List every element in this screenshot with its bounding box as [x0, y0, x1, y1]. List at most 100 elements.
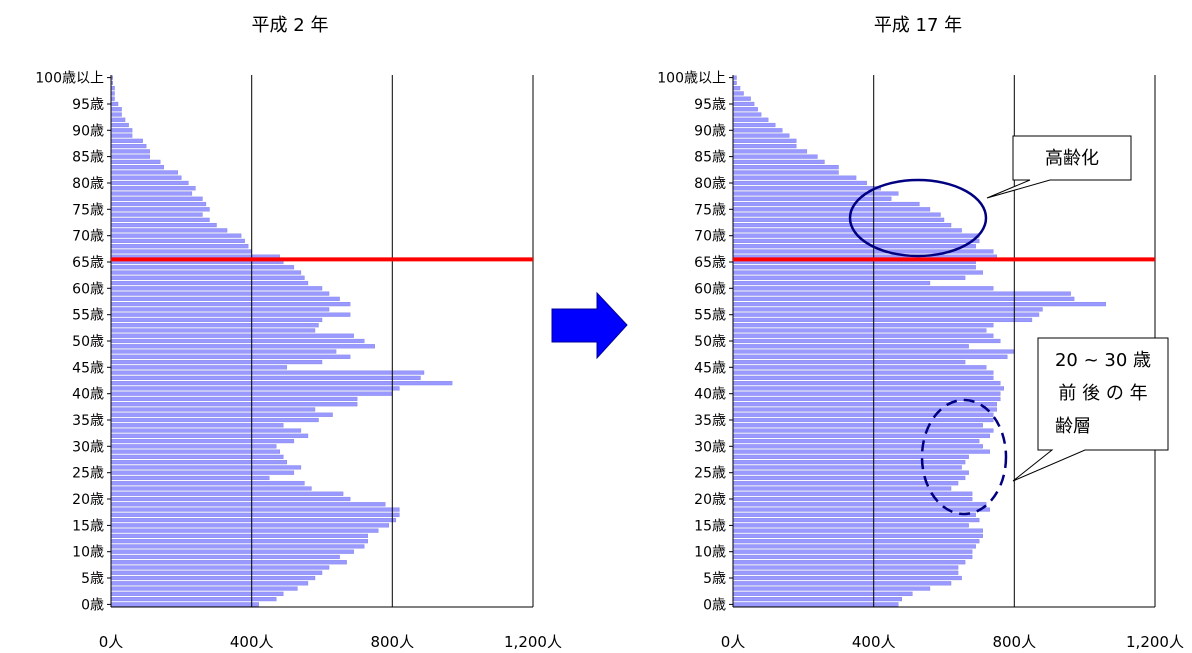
y-tick-label: 90歳 [72, 123, 104, 139]
bar-age-87 [732, 144, 797, 149]
x-tick-labels: 0人 400人 800人 1,200人 [99, 633, 562, 651]
bar-age-61 [110, 280, 309, 286]
bar-age-95 [110, 101, 119, 107]
bar-age-83 [732, 165, 839, 170]
young-adult-callout: 20 ~ 30 歳 前 後 の 年 齢層 [1012, 337, 1169, 482]
bar-age-11 [110, 544, 365, 549]
bar-age-80 [732, 180, 867, 186]
bar-age-79 [110, 186, 196, 191]
bar-age-27 [732, 460, 966, 465]
bar-age-13 [732, 533, 983, 538]
bar-age-60 [732, 286, 994, 291]
bar-age-67 [110, 249, 252, 254]
bar-age-4 [110, 581, 309, 586]
bar-age-22 [732, 486, 952, 491]
bar-age-85 [732, 154, 818, 159]
bar-age-63 [732, 270, 983, 275]
x-tick-label: 400人 [852, 633, 896, 651]
bar-age-2 [110, 591, 284, 596]
bar-age-37 [732, 407, 997, 412]
y-tick-labels: 0歳 5歳 10歳 15歳 20歳 25歳 30歳 35歳 40歳 45歳 50歳 55歳 60歳 65歳… [35, 71, 111, 613]
bar-age-76 [110, 201, 207, 207]
bar-age-46 [732, 359, 966, 365]
bar-age-97 [110, 91, 115, 96]
bar-age-40 [732, 391, 1001, 396]
bar-age-44 [110, 370, 425, 375]
bar-age-0 [110, 602, 259, 607]
y-tick-label: 30歳 [72, 439, 104, 455]
bar-age-19 [110, 502, 386, 507]
bar-age-68 [110, 244, 249, 249]
y-tick-label: 50歳 [72, 334, 104, 350]
y-tick-label: 25歳 [694, 466, 726, 482]
y-tick-label: 55歳 [72, 308, 104, 324]
bar-age-24 [110, 475, 270, 481]
bar-age-3 [732, 586, 931, 591]
bar-age-13 [110, 533, 368, 538]
y-tick-label: 25歳 [72, 466, 104, 482]
bar-age-15 [110, 523, 390, 528]
bar-age-51 [732, 333, 994, 338]
bar-age-58 [732, 296, 1075, 301]
bar-age-38 [110, 402, 358, 407]
bar-age-28 [110, 454, 284, 459]
bar-age-5 [110, 575, 316, 581]
aging-callout: 高齢化 [986, 135, 1132, 199]
y-tick-label: 100歳以上 [657, 71, 726, 87]
bar-age-1 [732, 597, 903, 602]
x-tick-label: 1,200人 [504, 633, 562, 651]
bar-age-19 [732, 502, 987, 507]
bar-age-7 [110, 565, 330, 570]
bar-age-54 [732, 317, 1033, 323]
bar-age-4 [732, 581, 952, 586]
bar-age-64 [110, 265, 295, 270]
bar-age-96 [732, 96, 751, 101]
y-tick-label: 10歳 [72, 545, 104, 561]
bar-age-31 [732, 438, 980, 444]
bar-age-99 [732, 80, 737, 85]
bar-age-9 [110, 554, 340, 560]
bar-age-61 [732, 280, 931, 286]
bar-age-43 [732, 375, 994, 380]
bar-age-72 [732, 223, 952, 228]
bar-age-42 [110, 381, 453, 386]
chart-title: 平成 17 年 [874, 15, 962, 36]
bar-age-36 [110, 412, 333, 417]
bar-age-21 [110, 491, 344, 496]
bar-age-53 [110, 323, 319, 328]
bar-age-35 [732, 417, 994, 423]
bar-age-44 [732, 370, 994, 375]
y-tick-label: 60歳 [72, 281, 104, 297]
bar-age-51 [110, 333, 354, 338]
bar-age-31 [110, 438, 295, 444]
bar-age-55 [732, 312, 1040, 317]
bar-age-53 [732, 323, 994, 328]
bar-age-14 [732, 528, 983, 533]
bar-age-82 [732, 170, 839, 175]
bar-age-97 [732, 91, 744, 96]
bar-age-93 [732, 112, 762, 117]
bar-age-94 [732, 107, 758, 112]
bar-age-69 [732, 238, 980, 244]
bar-age-90 [732, 128, 783, 133]
bar-age-54 [110, 317, 323, 323]
bar-age-48 [110, 349, 337, 354]
bar-age-12 [110, 539, 368, 544]
bar-age-87 [110, 144, 147, 149]
bar-age-23 [110, 481, 305, 486]
bar-age-91 [732, 122, 776, 128]
y-tick-label: 95歳 [694, 97, 726, 113]
bar-age-32 [732, 433, 990, 438]
bar-age-78 [110, 191, 193, 196]
bar-age-6 [110, 570, 323, 575]
y-tick-labels: 0歳 5歳 10歳 15歳 20歳 25歳 30歳 35歳 40歳 45歳 50歳 55歳 60歳 65歳… [657, 71, 733, 613]
bar-age-27 [110, 460, 288, 465]
bar-age-88 [732, 138, 797, 143]
bar-age-3 [110, 586, 298, 591]
y-tick-label: 75歳 [694, 202, 726, 218]
bar-age-69 [110, 238, 245, 244]
bar-age-37 [110, 407, 316, 412]
y-tick-label: 40歳 [694, 387, 726, 403]
bar-age-26 [732, 465, 962, 470]
